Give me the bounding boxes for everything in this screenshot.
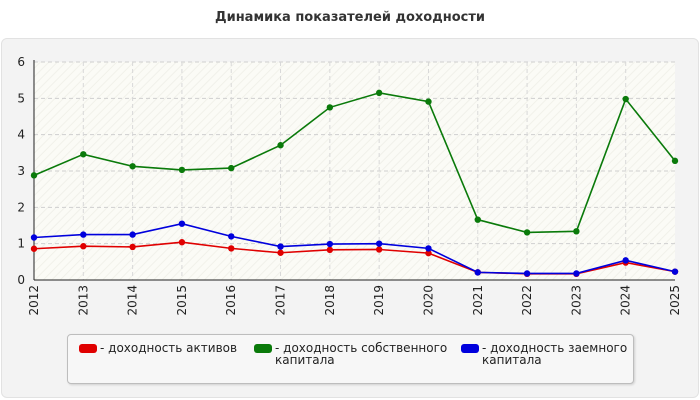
data-point	[178, 166, 186, 174]
x-tick-label: 2012	[27, 285, 41, 316]
data-point	[474, 269, 481, 276]
data-point	[326, 104, 334, 111]
x-tick-label: 2019	[372, 285, 386, 316]
legend-label: - доходность активов	[100, 341, 238, 355]
y-tick-label: 6	[17, 55, 25, 69]
data-point	[671, 157, 679, 165]
data-point	[425, 249, 432, 257]
data-point	[326, 246, 334, 254]
legend-label: - доходность собственного капитала	[275, 341, 448, 367]
x-tick-label: 2025	[668, 285, 682, 316]
data-point	[129, 163, 136, 170]
data-point	[178, 220, 186, 227]
chart-title: Динамика показателей доходности	[215, 10, 485, 25]
data-point	[30, 234, 38, 241]
data-point	[326, 240, 334, 248]
legend-item-debt: - доходность заемного капитала	[461, 342, 627, 366]
series-line-2	[33, 222, 676, 275]
legend-swatch-blue	[461, 344, 479, 353]
data-point	[425, 98, 432, 105]
data-point	[671, 268, 679, 275]
x-tick-label: 2014	[126, 285, 140, 316]
data-point	[622, 95, 629, 103]
data-point	[474, 216, 481, 223]
x-tick-label: 2013	[76, 285, 90, 316]
data-point	[523, 270, 531, 277]
data-point	[30, 172, 38, 179]
data-point	[622, 257, 629, 264]
legend-label: - доходность заемного капитала	[482, 341, 628, 367]
data-point	[523, 229, 531, 236]
data-point	[80, 243, 87, 250]
x-tick-label: 2018	[323, 285, 337, 316]
data-point	[80, 231, 87, 238]
data-point	[277, 249, 284, 256]
x-tick-label: 2024	[619, 285, 633, 316]
data-point	[573, 228, 580, 235]
y-tick-label: 2	[17, 200, 25, 214]
legend-item-assets: - доходность активов	[79, 342, 237, 354]
data-point	[228, 245, 235, 252]
x-tick-label: 2022	[520, 285, 534, 316]
y-tick-label: 0	[17, 273, 25, 287]
y-tick-label: 1	[17, 237, 25, 251]
data-point	[129, 243, 136, 251]
data-point	[228, 233, 235, 240]
legend-swatch-red	[79, 344, 97, 353]
y-tick-label: 3	[17, 164, 25, 178]
data-point	[573, 270, 580, 277]
legend-item-equity: - доходность собственного капитала	[254, 342, 447, 366]
data-point	[129, 231, 136, 238]
x-tick-label: 2016	[224, 285, 238, 316]
data-point	[375, 240, 383, 247]
data-point	[375, 246, 383, 253]
x-tick-label: 2021	[471, 285, 485, 316]
data-point	[277, 142, 284, 149]
x-tick-label: 2020	[421, 285, 435, 316]
series-line-1	[33, 92, 676, 234]
y-tick-label: 4	[17, 128, 25, 142]
x-tick-label: 2023	[569, 285, 583, 316]
legend: - доходность активов - доходность собств…	[67, 334, 634, 384]
data-point	[277, 243, 284, 250]
data-point	[30, 245, 38, 252]
data-point	[425, 245, 432, 252]
x-tick-label: 2017	[274, 285, 288, 316]
data-point	[178, 239, 186, 246]
data-point	[375, 89, 383, 97]
x-tick-label: 2015	[175, 285, 189, 316]
legend-swatch-green	[254, 344, 272, 353]
y-tick-label: 5	[17, 91, 25, 105]
data-point	[80, 151, 87, 158]
data-point	[228, 164, 235, 172]
